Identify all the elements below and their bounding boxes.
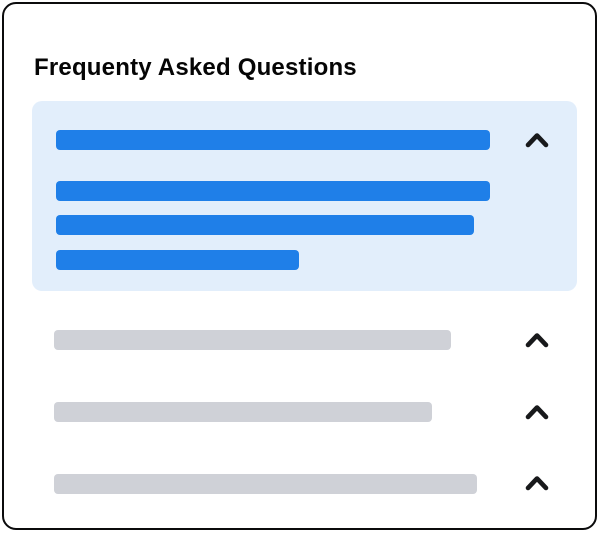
page-title: Frequenty Asked Questions [34,54,357,82]
faq-item-expanded[interactable] [32,101,577,291]
chevron-up-icon[interactable] [524,131,550,149]
chevron-up-stroke [525,333,549,348]
answer-skeleton-bar [56,250,299,270]
chevron-up-icon[interactable] [524,403,550,421]
question-skeleton-bar [54,474,477,494]
question-skeleton-bar [54,402,432,422]
answer-skeleton-bar [56,215,474,235]
faq-item-collapsed[interactable] [32,462,577,506]
chevron-up-stroke [525,405,549,420]
faq-item-collapsed[interactable] [32,390,577,434]
chevron-up-stroke [525,476,549,491]
chevron-up-icon[interactable] [524,331,550,349]
chevron-up-icon[interactable] [524,474,550,492]
faq-item-collapsed[interactable] [32,318,577,362]
question-skeleton-bar [54,330,451,350]
answer-skeleton-bar [56,181,490,201]
question-skeleton-bar [56,130,490,150]
chevron-up-stroke [525,133,549,148]
